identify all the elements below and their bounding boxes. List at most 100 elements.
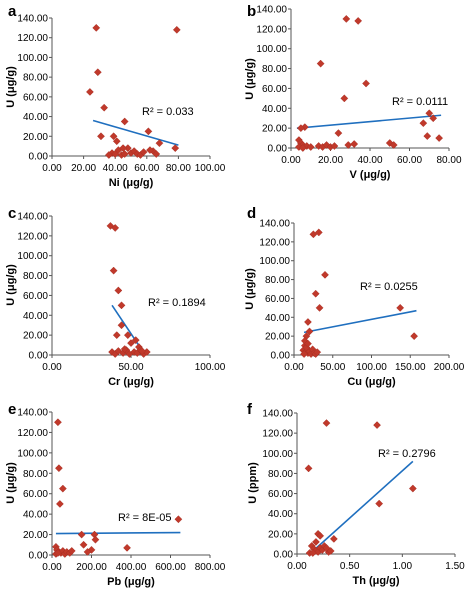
data-point: [435, 134, 444, 142]
x-tick-label: 100.00: [195, 163, 226, 174]
y-tick-label: 60.00: [265, 294, 290, 305]
y-tick-label: 100.00: [17, 53, 48, 64]
x-tick-label: 40.00: [103, 163, 128, 174]
data-point: [322, 141, 331, 149]
data-point: [77, 530, 86, 539]
data-point: [138, 347, 146, 355]
data-point: [144, 127, 153, 136]
y-tick-label: 80.00: [268, 469, 293, 480]
data-point: [298, 144, 307, 152]
data-point: [419, 119, 428, 128]
y-axis-label: U (μg/g): [5, 66, 17, 108]
x-tick-label: 40.00: [357, 155, 382, 166]
x-tick-label: 80.00: [436, 155, 461, 166]
y-tick-label: 0.00: [274, 550, 294, 561]
data-point: [322, 419, 331, 427]
x-tick-label: 0.00: [42, 562, 62, 573]
x-tick-label: 200.00: [76, 562, 107, 573]
y-tick-label: 140.00: [17, 212, 48, 223]
data-point: [373, 421, 381, 429]
y-axis-label: U (μg/g): [244, 268, 256, 310]
data-point: [329, 535, 338, 543]
y-tick-label: 20.00: [262, 124, 287, 135]
data-point: [91, 535, 100, 544]
y-tick-label: 0.00: [271, 351, 291, 362]
y-tick-label: 120.00: [17, 33, 48, 44]
data-point: [120, 150, 129, 158]
data-point: [109, 266, 118, 275]
x-axis-label: Ni (μg/g): [109, 177, 154, 189]
x-tick-label: 200.00: [434, 362, 465, 373]
y-axis-label: U (μg/g): [5, 264, 17, 306]
y-tick-label: 120.00: [17, 428, 48, 439]
data-point: [123, 331, 132, 340]
y-tick-label: 140.00: [17, 14, 48, 25]
data-point: [316, 59, 325, 68]
x-tick-label: 60.00: [134, 163, 159, 174]
x-tick-label: 600.00: [155, 562, 186, 573]
x-tick-label: 20.00: [71, 163, 96, 174]
data-point: [79, 540, 88, 549]
data-point: [104, 151, 113, 159]
data-point: [342, 15, 351, 23]
data-point: [54, 549, 62, 557]
trendline: [55, 531, 181, 535]
y-tick-label: 0.00: [268, 144, 288, 155]
data-point: [174, 515, 183, 524]
y-tick-label: 120.00: [256, 24, 287, 35]
data-point: [152, 150, 161, 158]
data-point: [112, 331, 121, 340]
data-point: [100, 103, 109, 112]
data-point: [109, 132, 118, 141]
data-point: [127, 339, 135, 347]
x-tick-label: 1.50: [445, 561, 465, 572]
data-point: [171, 144, 180, 152]
panel-letter: a: [8, 3, 17, 20]
r-squared-annotation: R² = 0.1894: [148, 297, 206, 309]
y-tick-label: 60.00: [23, 489, 48, 500]
y-tick-label: 80.00: [23, 271, 48, 282]
data-point: [375, 499, 384, 508]
x-tick-label: 100.00: [195, 362, 226, 373]
x-axis-label: V (μg/g): [350, 169, 391, 181]
y-tick-label: 40.00: [23, 510, 48, 521]
y-tick-label: 40.00: [268, 509, 293, 520]
data-point: [316, 531, 325, 540]
x-tick-label: 0.00: [42, 163, 62, 174]
x-tick-label: 800.00: [195, 562, 226, 573]
y-tick-label: 40.00: [23, 311, 48, 322]
chart-panel-c: c 0.00 20.00 40.00 60.00 80.00 100.00 120.00 140…: [5, 205, 226, 388]
data-point: [408, 484, 417, 493]
y-tick-label: 140.00: [262, 409, 293, 420]
x-tick-label: 50.00: [320, 362, 345, 373]
data-point: [93, 68, 102, 77]
y-tick-label: 40.00: [23, 112, 48, 123]
data-point: [55, 464, 63, 473]
data-point: [311, 289, 320, 298]
y-tick-label: 100.00: [17, 448, 48, 459]
data-point: [54, 418, 62, 427]
data-point: [321, 270, 329, 279]
y-tick-label: 120.00: [259, 237, 290, 248]
data-point: [304, 339, 312, 348]
data-point: [117, 301, 126, 310]
x-tick-label: 150.00: [395, 362, 426, 373]
y-tick-label: 60.00: [268, 489, 293, 500]
y-tick-label: 100.00: [259, 256, 290, 267]
data-point: [58, 484, 67, 493]
data-point: [410, 332, 419, 341]
data-point: [425, 109, 434, 118]
chart-panel-f: f 0.00 20.00 40.00 60.00 80.00 100.00 120.00 140…: [247, 401, 465, 587]
data-point: [296, 124, 305, 133]
chart-panel-d: d 0.00 20.00 40.00 60.00 80.00 100.00 120.00 140…: [244, 205, 465, 388]
y-tick-label: 0.00: [29, 551, 49, 562]
data-point: [139, 148, 148, 156]
trendline: [296, 114, 442, 129]
data-point: [389, 141, 398, 149]
x-axis-label: Cr (μg/g): [108, 376, 154, 388]
data-point: [300, 350, 308, 358]
x-tick-label: 80.00: [166, 163, 191, 174]
trendline: [92, 119, 179, 146]
x-tick-label: 0.00: [287, 561, 307, 572]
